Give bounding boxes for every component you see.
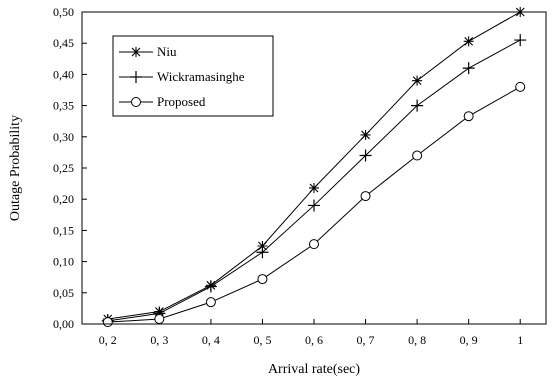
x-tick-label: 0, 8 (408, 333, 426, 347)
y-tick-label: 0,20 (53, 192, 74, 206)
data-point (309, 182, 319, 193)
data-point (411, 99, 424, 112)
x-tick-label: 0, 7 (357, 333, 375, 347)
data-point (463, 36, 474, 47)
data-point (515, 81, 526, 92)
circle-marker-shape (515, 81, 526, 92)
data-point (256, 246, 269, 259)
data-point (309, 239, 319, 250)
asterisk-marker-shape (257, 241, 268, 251)
data-point (257, 241, 268, 251)
y-axis-ticks: 0,00 0,05 0,10 0,15 0,20 0,25 0,30 0,35 0,40 0,45… (53, 5, 87, 331)
legend-entry: Proposed (119, 94, 206, 109)
y-tick-label: 0,35 (53, 99, 74, 113)
y-tick-label: 0,50 (53, 5, 74, 19)
x-tick-label: 0, 3 (150, 333, 168, 347)
data-point (154, 314, 165, 325)
plus-marker-shape (308, 199, 320, 212)
y-tick-label: 0,25 (53, 161, 74, 175)
y-tick-label: 0,40 (53, 67, 74, 81)
circle-marker-shape (257, 274, 268, 285)
data-point (514, 34, 527, 47)
x-tick-label: 0, 5 (253, 333, 271, 347)
legend-marker (130, 71, 142, 83)
legend-marker (131, 97, 141, 107)
y-tick-label: 0,45 (53, 36, 74, 50)
data-point (308, 199, 320, 212)
x-tick-label: 0, 6 (305, 333, 323, 347)
circle-marker-shape (412, 150, 423, 161)
circle-marker-shape (154, 314, 165, 325)
circle-marker-shape (102, 317, 113, 328)
data-point (102, 317, 113, 328)
y-tick-label: 0,10 (53, 255, 74, 269)
legend-marker (131, 47, 141, 57)
x-tick-label: 0, 4 (202, 333, 220, 347)
circle-marker-shape (205, 297, 216, 308)
x-tick-label: 0, 9 (460, 333, 478, 347)
circle-marker-shape (309, 239, 319, 250)
legend-entry: Niu (119, 44, 177, 59)
x-tick-label: 0, 2 (99, 333, 117, 347)
x-axis-ticks: 0, 2 0, 3 0, 4 0, 5 0, 6 0, 7 0, 8 0, 9 1 (99, 319, 523, 347)
data-point (257, 274, 268, 285)
y-tick-label: 0,00 (53, 317, 74, 331)
legend-entry: Wickramasinghe (119, 69, 245, 84)
circle-marker-shape (463, 111, 474, 122)
series-layer (101, 7, 527, 328)
y-tick-label: 0,30 (53, 130, 74, 144)
y-tick-label: 0,05 (53, 286, 74, 300)
legend-label: Proposed (157, 94, 206, 109)
plus-marker-shape (130, 71, 142, 83)
plus-marker-shape (411, 99, 424, 112)
data-point (359, 149, 372, 162)
data-point (204, 280, 217, 293)
asterisk-marker-shape (360, 129, 371, 140)
circle-marker-shape (131, 97, 141, 107)
plus-marker-shape (514, 34, 527, 47)
plus-marker-shape (204, 280, 217, 293)
asterisk-marker-shape (309, 182, 319, 193)
plot-area-frame (81, 11, 547, 325)
data-point (360, 129, 371, 140)
plus-marker-shape (256, 246, 269, 259)
data-point (360, 191, 371, 202)
legend-label: Niu (157, 44, 177, 59)
data-point (462, 62, 475, 75)
circle-marker-shape (360, 191, 371, 202)
data-point (412, 150, 423, 161)
data-point (205, 297, 216, 308)
legend: Niu Wickramasinghe Proposed (112, 35, 274, 117)
legend-label: Wickramasinghe (157, 69, 245, 84)
y-axis-label: Outage Probability (8, 115, 23, 221)
x-tick-label: 1 (517, 333, 523, 347)
plus-marker-shape (359, 149, 372, 162)
asterisk-marker-shape (463, 36, 474, 47)
data-point (463, 111, 474, 122)
data-point (412, 75, 423, 86)
x-axis-label: Arrival rate(sec) (268, 362, 360, 377)
asterisk-marker-shape (131, 47, 141, 57)
asterisk-marker-shape (412, 75, 423, 86)
plus-marker-shape (462, 62, 475, 75)
y-tick-label: 0,15 (53, 223, 74, 237)
